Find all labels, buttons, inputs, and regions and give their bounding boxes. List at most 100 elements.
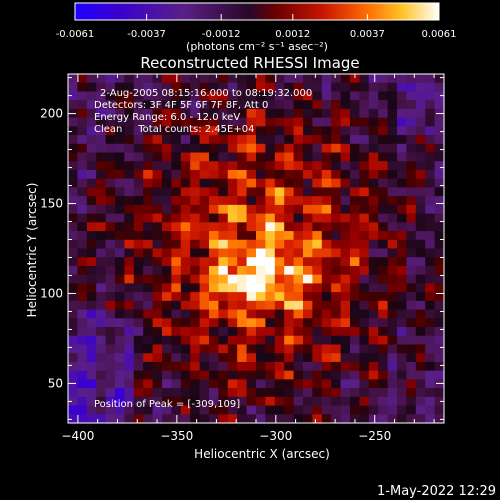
heatmap-cell — [256, 152, 266, 162]
heatmap-cell — [274, 204, 285, 215]
heatmap-cell — [152, 388, 163, 398]
heatmap-cell — [171, 300, 182, 311]
heatmap-cell — [378, 353, 389, 363]
heatmap-cell — [368, 318, 379, 328]
heatmap-cell — [397, 117, 407, 127]
heatmap-cell — [209, 379, 219, 389]
heatmap-cell — [133, 309, 144, 319]
heatmap-cell — [86, 388, 97, 398]
heatmap-cell — [143, 196, 154, 206]
heatmap-cell — [415, 108, 426, 119]
heatmap-cell — [180, 265, 191, 276]
heatmap-cell — [180, 143, 191, 154]
heatmap-cell — [387, 143, 398, 154]
heatmap-cell — [284, 126, 295, 136]
heatmap-cell — [77, 353, 88, 363]
heatmap-cell — [143, 222, 154, 232]
heatmap-cell — [152, 213, 163, 223]
heatmap-cell — [312, 126, 323, 136]
heatmap-cell — [359, 388, 370, 398]
heatmap-cell — [303, 353, 313, 363]
heatmap-cell — [68, 143, 78, 154]
heatmap-cell — [359, 396, 370, 407]
heatmap-cell — [152, 344, 163, 354]
heatmap-cell — [209, 135, 219, 145]
heatmap-cell — [227, 283, 238, 293]
heatmap-cell — [171, 370, 182, 380]
heatmap-cell — [171, 353, 182, 363]
heatmap-cell — [227, 300, 238, 311]
heatmap-cell — [105, 318, 116, 328]
heatmap-cell — [96, 370, 107, 380]
heatmap-cell — [162, 196, 172, 206]
heatmap-cell — [406, 265, 417, 276]
heatmap-cell — [378, 196, 389, 206]
heatmap-cell — [152, 178, 163, 189]
heatmap-cell — [227, 143, 238, 154]
heatmap-cell — [312, 178, 323, 189]
heatmap-cell — [237, 335, 248, 346]
heatmap-cell — [227, 327, 238, 337]
heatmap-cell — [256, 108, 266, 119]
heatmap-cell — [171, 108, 182, 119]
heatmap-cell — [368, 353, 379, 363]
heatmap-cell — [415, 248, 426, 258]
heatmap-cell — [133, 239, 144, 250]
heatmap-cell — [246, 239, 257, 250]
heatmap-cell — [284, 405, 295, 415]
heatmap-cell — [143, 300, 154, 311]
heatmap-cell — [340, 265, 351, 276]
heatmap-cell — [359, 161, 370, 171]
heatmap-cell — [209, 353, 219, 363]
heatmap-cell — [434, 396, 445, 407]
heatmap-cell — [378, 248, 389, 258]
heatmap-cell — [293, 108, 304, 119]
heatmap-cell — [293, 161, 304, 171]
heatmap-cell — [105, 248, 116, 258]
heatmap-cell — [387, 257, 398, 267]
heatmap-cell — [406, 327, 417, 337]
heatmap-cell — [303, 300, 313, 311]
heatmap-cell — [162, 239, 172, 250]
heatmap-cell — [425, 178, 436, 189]
heatmap-cell — [209, 152, 219, 162]
heatmap-cell — [256, 283, 266, 293]
y-tick-label: 200 — [40, 107, 63, 121]
heatmap-cell — [227, 178, 238, 189]
heatmap-cell — [152, 335, 163, 346]
heatmap-cell — [162, 222, 172, 232]
heatmap-cell — [434, 91, 445, 101]
heatmap-cell — [105, 91, 116, 101]
heatmap-cell — [340, 187, 351, 197]
heatmap-cell — [387, 292, 398, 302]
heatmap-cell — [152, 100, 163, 110]
heatmap-cell — [199, 318, 210, 328]
heatmap-cell — [378, 309, 389, 319]
heatmap-cell — [265, 292, 276, 302]
heatmap-cell — [274, 379, 285, 389]
heatmap-cell — [368, 204, 379, 215]
annotation-clean-counts: Clean Total counts: 2.45E+04 — [94, 124, 254, 135]
heatmap-cell — [209, 82, 219, 93]
heatmap-cell — [105, 274, 116, 284]
heatmap-cell — [387, 379, 398, 389]
heatmap-cell — [246, 196, 257, 206]
heatmap-cell — [152, 414, 163, 424]
x-tick-label: −350 — [160, 429, 193, 443]
heatmap-cell — [77, 196, 88, 206]
heatmap-cell — [331, 222, 342, 232]
heatmap-cell — [340, 74, 351, 84]
heatmap-cell — [162, 248, 172, 258]
heatmap-cell — [143, 361, 154, 372]
heatmap-cell — [105, 82, 116, 93]
heatmap-cell — [218, 169, 229, 180]
heatmap-cell — [190, 82, 201, 93]
heatmap-cell — [321, 379, 332, 389]
heatmap-cell — [331, 126, 342, 136]
heatmap-cell — [256, 405, 266, 415]
heatmap-cell — [368, 100, 379, 110]
heatmap-cell — [415, 222, 426, 232]
heatmap-cell — [406, 108, 417, 119]
heatmap-cell — [368, 361, 379, 372]
